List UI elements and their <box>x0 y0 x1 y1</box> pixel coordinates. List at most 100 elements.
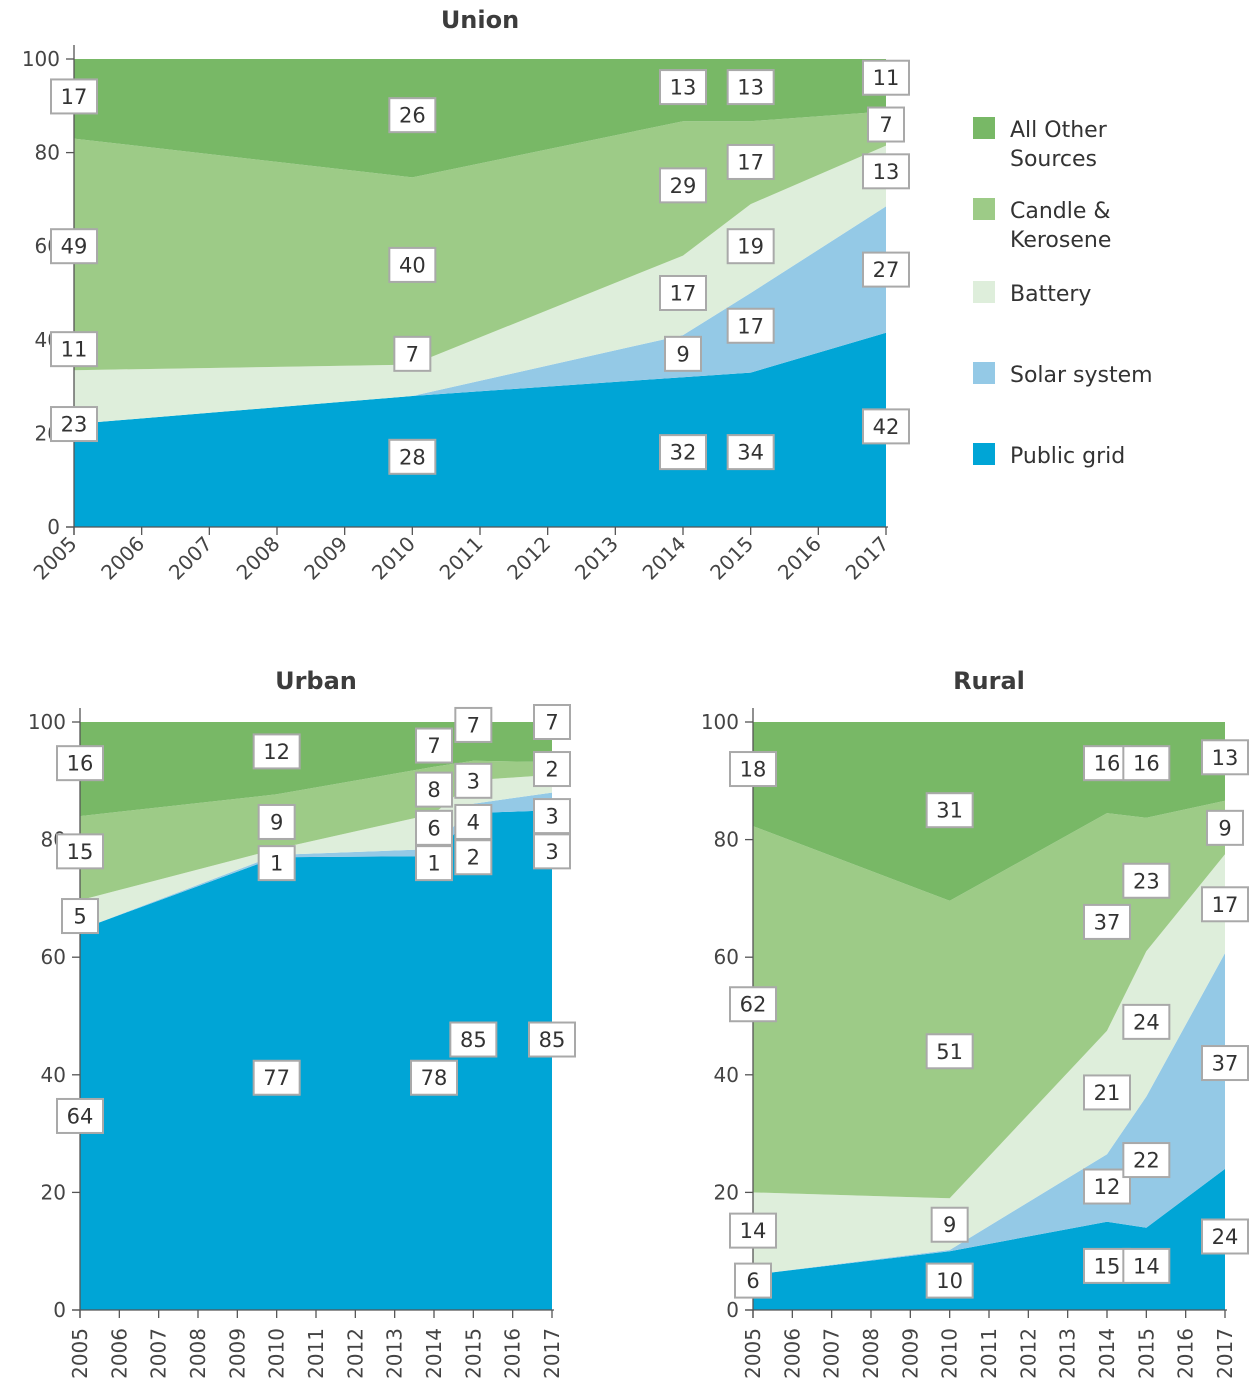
y-tick-label: 20 <box>714 1180 739 1204</box>
data-label-text: 40 <box>399 253 426 277</box>
data-label: 8 <box>415 771 453 808</box>
x-tick-label: 2008 <box>232 532 285 585</box>
data-label: 13 <box>862 153 910 190</box>
data-label-box <box>1201 739 1249 776</box>
data-label-text: 78 <box>421 1066 448 1090</box>
data-label: 1 <box>415 845 453 882</box>
data-label-box <box>393 335 432 372</box>
data-label-text: 5 <box>73 905 86 929</box>
data-label-box <box>1201 1045 1249 1082</box>
data-label-box <box>664 335 702 372</box>
data-label: 27 <box>862 251 910 288</box>
data-label: 78 <box>410 1059 458 1096</box>
data-label: 7 <box>533 704 571 740</box>
y-tick-label: 0 <box>53 1298 66 1322</box>
data-label-text: 6 <box>427 816 440 840</box>
data-label-box <box>862 153 910 190</box>
x-tick-label: 2012 <box>1016 1328 1040 1379</box>
data-label: 16 <box>56 745 104 782</box>
data-label-text: 42 <box>873 415 900 439</box>
y-tick-label: 100 <box>701 710 739 734</box>
data-label-text: 1 <box>270 852 283 876</box>
chart-title: Urban <box>275 667 357 695</box>
data-label-text: 16 <box>67 752 94 776</box>
data-label-text: 3 <box>545 805 558 829</box>
data-label-text: 85 <box>460 1028 487 1052</box>
x-tick-label: 2015 <box>461 1328 485 1379</box>
data-label-text: 17 <box>670 282 697 306</box>
y-tick-label: 20 <box>41 1180 66 1204</box>
data-label: 12 <box>1083 1168 1131 1205</box>
data-label: 10 <box>925 1262 974 1299</box>
data-label: 23 <box>1122 862 1171 899</box>
data-label-box <box>50 228 98 265</box>
data-label: 11 <box>862 59 910 96</box>
data-label: 15 <box>56 833 104 870</box>
data-label-box <box>61 898 99 935</box>
area-public-grid <box>80 810 552 1310</box>
data-label: 3 <box>533 798 571 835</box>
data-label-text: 7 <box>467 713 480 737</box>
data-label-box <box>726 228 775 265</box>
data-label: 17 <box>1201 886 1249 923</box>
legend-label: Kerosene <box>1010 228 1111 253</box>
data-label-text: 51 <box>936 1040 963 1064</box>
data-label-box <box>533 798 571 835</box>
y-tick-label: 80 <box>35 141 60 165</box>
data-label-box <box>1122 862 1171 899</box>
data-label: 7 <box>393 335 432 372</box>
data-label: 7 <box>415 727 453 764</box>
legend-label: Battery <box>1010 282 1091 307</box>
data-label-box <box>867 106 905 143</box>
data-label: 7 <box>867 106 905 143</box>
data-label-text: 15 <box>67 840 94 864</box>
data-label-text: 27 <box>873 258 900 282</box>
data-label-text: 17 <box>737 150 764 174</box>
y-tick-label: 100 <box>22 47 60 71</box>
data-label-box <box>862 59 910 96</box>
legend-item-other: All Other Sources <box>973 117 1108 172</box>
data-label-text: 9 <box>943 1213 956 1237</box>
data-label-box <box>726 143 775 180</box>
data-label-text: 13 <box>737 76 764 100</box>
data-label-text: 19 <box>737 235 764 259</box>
data-label: 16 <box>1122 745 1171 782</box>
data-label-text: 2 <box>545 758 558 782</box>
x-tick-label: 2017 <box>841 532 894 585</box>
legend-item-battery: Battery <box>973 281 1091 307</box>
data-label-box <box>56 745 104 782</box>
data-label: 6 <box>415 809 453 846</box>
data-label-text: 21 <box>1094 1081 1121 1105</box>
legend-swatch <box>973 362 995 384</box>
data-label: 14 <box>729 1212 777 1249</box>
x-tick-label: 2017 <box>540 1328 564 1379</box>
data-label: 77 <box>252 1059 301 1096</box>
y-tick-label: 40 <box>714 1063 739 1087</box>
data-label: 5 <box>61 898 99 935</box>
data-label: 2 <box>454 839 493 876</box>
data-label-box <box>1201 886 1249 923</box>
legend-label: Candle & <box>1010 199 1111 224</box>
x-tick-label: 2016 <box>1174 1328 1198 1379</box>
data-label: 3 <box>533 833 571 870</box>
data-label: 7 <box>454 706 493 743</box>
x-tick-label: 2009 <box>299 532 352 585</box>
data-label-box <box>1083 1168 1131 1205</box>
x-tick-label: 2011 <box>977 1328 1001 1379</box>
x-tick-label: 2016 <box>773 532 826 585</box>
data-label-box <box>454 839 493 876</box>
data-label: 85 <box>449 1021 498 1058</box>
data-label-text: 13 <box>670 76 697 100</box>
x-tick-label: 2010 <box>938 1328 962 1379</box>
legend-label: Sources <box>1010 147 1097 172</box>
data-label-text: 8 <box>427 778 440 802</box>
data-label: 9 <box>664 335 702 372</box>
data-label-box <box>388 438 437 475</box>
x-tick-label: 2006 <box>107 1328 131 1379</box>
data-label: 37 <box>1201 1045 1249 1082</box>
x-tick-label: 2011 <box>435 532 488 585</box>
data-label: 22 <box>1122 1142 1171 1179</box>
area-battery <box>753 854 1225 1275</box>
